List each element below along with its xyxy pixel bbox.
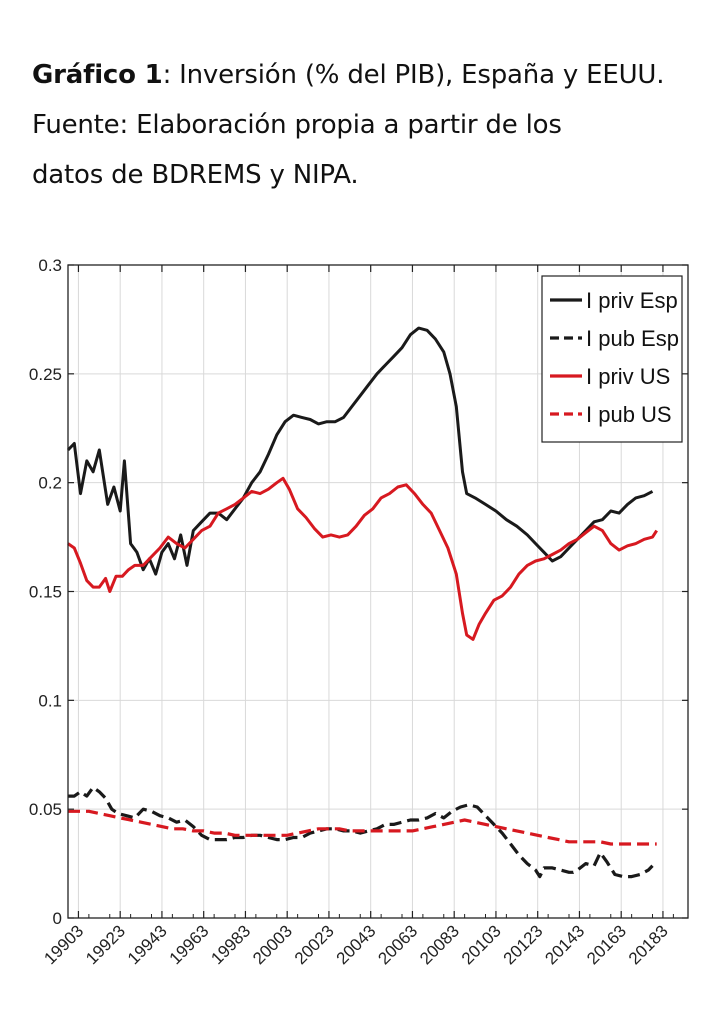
figure-caption: Gráfico 1: Inversión (% del PIB), España… bbox=[32, 50, 702, 200]
y-tick-label: 0.2 bbox=[38, 474, 62, 493]
y-tick-label: 0.3 bbox=[38, 256, 62, 275]
x-tick-label: 20003 bbox=[249, 921, 296, 968]
y-tick-label: 0.25 bbox=[29, 365, 62, 384]
x-tick-label: 20143 bbox=[541, 921, 588, 968]
x-tick-label: 20123 bbox=[500, 921, 547, 968]
line-chart: 00.050.10.150.20.250.3199031992319943199… bbox=[29, 256, 689, 968]
x-tick-label: 20043 bbox=[333, 921, 380, 968]
legend: I priv Esp I pub Esp I priv US I pub US bbox=[541, 275, 683, 443]
x-tick-label: 19943 bbox=[124, 921, 171, 968]
figure-label: Gráfico 1 bbox=[32, 60, 163, 90]
caption-source-line: Fuente: Elaboración propia a partir de l… bbox=[32, 110, 562, 140]
x-tick-label: 20023 bbox=[291, 921, 338, 968]
y-tick-label: 0.05 bbox=[29, 800, 62, 819]
series-layer bbox=[66, 326, 658, 879]
caption-source-line-2: datos de BDREMS y NIPA. bbox=[32, 160, 359, 190]
legend-entry-label: I pub Esp bbox=[586, 326, 679, 351]
x-tick-label: 20063 bbox=[374, 921, 421, 968]
y-tick-label: 0.15 bbox=[29, 583, 62, 602]
legend-entry-label: I priv Esp bbox=[586, 288, 678, 313]
y-tick-label: 0 bbox=[53, 909, 62, 928]
x-tick-label: 20163 bbox=[583, 921, 630, 968]
x-tick-label: 19903 bbox=[40, 921, 87, 968]
legend-entry-label: I priv US bbox=[586, 364, 670, 389]
x-tick-label: 19923 bbox=[82, 921, 129, 968]
caption-title: : Inversión (% del PIB), España y EEUU. bbox=[162, 60, 665, 90]
series-line-4 bbox=[68, 809, 657, 846]
x-tick-label: 19983 bbox=[207, 921, 254, 968]
x-tick-label: 20103 bbox=[458, 921, 505, 968]
plot-frame bbox=[67, 264, 689, 919]
series-line-3 bbox=[67, 476, 658, 641]
x-tick-label: 20083 bbox=[416, 921, 463, 968]
x-tick-label: 20183 bbox=[625, 921, 672, 968]
chart-container: 0 0.05 0.1 0.15 0.2 0.25 0.3 19903 19923 19943 199… bbox=[0, 240, 720, 1019]
caption-line-1: Gráfico 1: Inversión (% del PIB), España… bbox=[32, 50, 702, 100]
y-tick-label: 0.1 bbox=[38, 691, 62, 710]
legend-entry-label: I pub US bbox=[586, 402, 672, 427]
x-tick-label: 19963 bbox=[166, 921, 213, 968]
